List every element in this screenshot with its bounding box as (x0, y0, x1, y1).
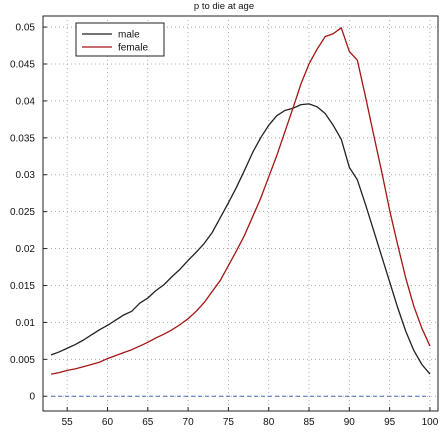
y-tick-label: 0.045 (10, 59, 35, 70)
x-tick-label: 55 (62, 417, 74, 428)
x-tick-label: 70 (183, 417, 195, 428)
y-tick-label: 0.025 (10, 207, 35, 218)
y-tick-label: 0.05 (16, 23, 36, 34)
plot-area (42, 15, 439, 412)
series-layer (50, 27, 431, 375)
y-tick-label: 0.035 (10, 133, 35, 144)
x-tick-label: 80 (263, 417, 275, 428)
y-tick-label: 0.02 (16, 244, 36, 255)
legend-label-male: male (118, 30, 140, 41)
y-tick-label: 0.04 (16, 96, 36, 107)
y-axis-ticks: 0 0.005 0.01 0.015 0.02 0.025 0.03 0.035 0.04 0.0… (10, 23, 47, 403)
y-tick-label: 0.01 (16, 318, 36, 329)
y-tick-label: 0 (29, 392, 35, 403)
chart-title: p to die at age (194, 1, 254, 12)
legend: male female (75, 22, 165, 57)
y-tick-label: 0.015 (10, 281, 35, 292)
x-tick-label: 100 (422, 417, 439, 428)
legend-label-female: female (118, 43, 148, 54)
y-tick-label: 0.03 (16, 170, 36, 181)
y-tick-label: 0.005 (10, 355, 35, 366)
x-tick-label: 60 (102, 417, 114, 428)
x-tick-label: 85 (303, 417, 315, 428)
series-line-male (50, 103, 431, 375)
x-axis-ticks: 55 60 65 70 75 80 85 90 95 100 (62, 407, 439, 428)
x-tick-label: 90 (344, 417, 356, 428)
x-tick-label: 95 (384, 417, 396, 428)
x-tick-label: 65 (142, 417, 154, 428)
legend-box (75, 22, 165, 57)
x-tick-label: 75 (223, 417, 235, 428)
series-line-female (50, 27, 431, 375)
